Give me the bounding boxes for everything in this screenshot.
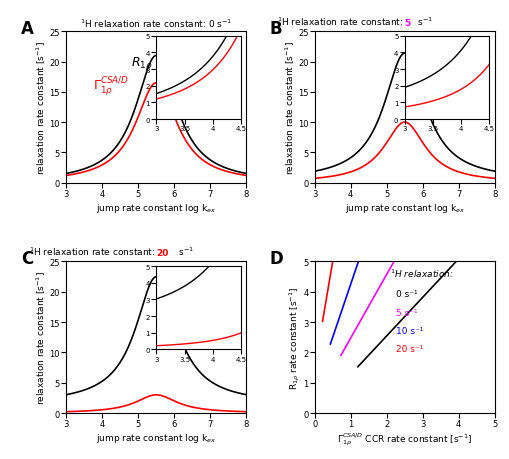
Text: $^1$H relaxation:: $^1$H relaxation: xyxy=(389,267,453,279)
X-axis label: jump rate constant log k$_{ex}$: jump rate constant log k$_{ex}$ xyxy=(96,202,216,214)
Text: s$^{-1}$: s$^{-1}$ xyxy=(176,245,194,257)
Text: A: A xyxy=(21,20,34,38)
Text: 20 s⁻¹: 20 s⁻¹ xyxy=(395,344,422,353)
Text: $\Gamma_{1\rho}^{CSA/D}$: $\Gamma_{1\rho}^{CSA/D}$ xyxy=(93,75,129,98)
Text: D: D xyxy=(269,250,283,268)
Text: $^1$H relaxation rate constant:: $^1$H relaxation rate constant: xyxy=(29,245,156,257)
Text: 0 s⁻¹: 0 s⁻¹ xyxy=(395,290,416,299)
Text: 10 s⁻¹: 10 s⁻¹ xyxy=(395,326,422,335)
Text: C: C xyxy=(21,250,34,268)
X-axis label: jump rate constant log k$_{ex}$: jump rate constant log k$_{ex}$ xyxy=(96,431,216,444)
Text: 5 s⁻¹: 5 s⁻¹ xyxy=(395,308,416,317)
Text: B: B xyxy=(269,20,282,38)
Y-axis label: relaxation rate constant [s$^{-1}$]: relaxation rate constant [s$^{-1}$] xyxy=(35,271,48,404)
Text: $R_{1\rho}$: $R_{1\rho}$ xyxy=(131,55,153,72)
Y-axis label: relaxation rate constant [s$^{-1}$]: relaxation rate constant [s$^{-1}$] xyxy=(35,41,48,174)
Text: 5: 5 xyxy=(404,19,410,28)
Text: s$^{-1}$: s$^{-1}$ xyxy=(414,15,432,28)
Text: 20: 20 xyxy=(156,248,168,257)
Y-axis label: relaxation rate constant [s$^{-1}$]: relaxation rate constant [s$^{-1}$] xyxy=(283,41,296,174)
Y-axis label: R$_{1\rho}$ rate constant [s$^{-1}$]: R$_{1\rho}$ rate constant [s$^{-1}$] xyxy=(287,286,301,389)
Text: $^1$H relaxation rate constant:: $^1$H relaxation rate constant: xyxy=(277,15,404,28)
X-axis label: $\Gamma_{1\rho}^{CSA/D}$ CCR rate constant [s$^{-1}$]: $\Gamma_{1\rho}^{CSA/D}$ CCR rate consta… xyxy=(336,431,471,447)
Title: $^1$H relaxation rate constant: 0 s$^{-1}$: $^1$H relaxation rate constant: 0 s$^{-1… xyxy=(80,17,232,30)
X-axis label: jump rate constant log k$_{ex}$: jump rate constant log k$_{ex}$ xyxy=(344,202,464,214)
